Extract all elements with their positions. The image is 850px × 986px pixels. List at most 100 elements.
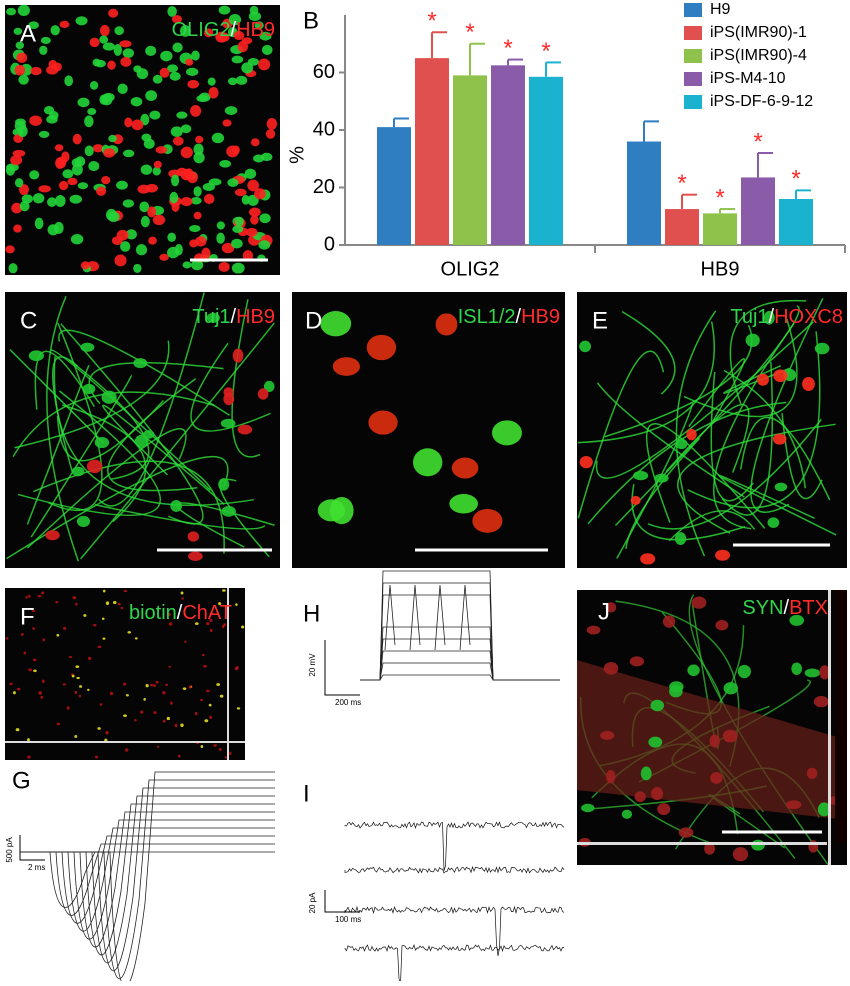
legend-swatch bbox=[684, 49, 702, 63]
cell bbox=[449, 493, 478, 514]
cell bbox=[94, 437, 110, 449]
cell bbox=[168, 622, 173, 626]
cell bbox=[127, 631, 132, 634]
cell bbox=[32, 193, 45, 204]
cell bbox=[189, 225, 201, 233]
cell bbox=[219, 159, 232, 168]
cell bbox=[605, 769, 616, 784]
cell bbox=[17, 4, 30, 17]
cell bbox=[722, 729, 738, 743]
cell bbox=[143, 138, 155, 149]
cell bbox=[122, 199, 134, 208]
cell bbox=[200, 744, 204, 749]
significance-marker: * bbox=[677, 170, 686, 197]
cell bbox=[38, 185, 51, 193]
cell bbox=[64, 75, 74, 87]
cell bbox=[31, 609, 36, 613]
cell bbox=[772, 433, 787, 445]
cell bbox=[235, 603, 238, 607]
scale-label: 20 pA bbox=[308, 892, 317, 914]
cell bbox=[149, 110, 161, 120]
cell bbox=[13, 27, 23, 35]
cell bbox=[234, 216, 244, 227]
cell bbox=[218, 478, 230, 491]
cell bbox=[140, 710, 144, 714]
cell bbox=[97, 727, 101, 730]
cell bbox=[37, 595, 42, 598]
legend-label: iPS(IMR90)-1 bbox=[710, 24, 807, 41]
cell bbox=[62, 683, 67, 686]
neurite bbox=[17, 390, 161, 517]
trace bbox=[20, 803, 275, 956]
cell bbox=[125, 229, 137, 240]
cell bbox=[152, 166, 161, 176]
trace bbox=[20, 779, 275, 980]
cell bbox=[84, 145, 94, 157]
cell bbox=[650, 699, 665, 712]
neurite bbox=[50, 349, 211, 491]
cell bbox=[102, 637, 106, 640]
strip bbox=[577, 842, 827, 845]
cell bbox=[116, 180, 128, 190]
cell bbox=[148, 236, 157, 245]
cell bbox=[259, 31, 272, 41]
cell bbox=[209, 628, 213, 633]
cell bbox=[662, 615, 676, 628]
neurite bbox=[668, 510, 756, 542]
cell bbox=[177, 754, 181, 758]
cell bbox=[435, 313, 458, 336]
cell bbox=[69, 194, 82, 204]
stain-part: BTX bbox=[789, 597, 828, 619]
cell bbox=[140, 215, 150, 228]
cell bbox=[221, 242, 235, 254]
trace bbox=[344, 943, 565, 984]
cell bbox=[629, 656, 645, 667]
cell bbox=[46, 115, 58, 124]
stain-part: / bbox=[177, 602, 183, 624]
panel-letter: E bbox=[592, 307, 608, 334]
y-tick-label: 0 bbox=[324, 233, 335, 255]
cell bbox=[210, 612, 214, 615]
significance-marker: * bbox=[427, 8, 436, 35]
cell bbox=[241, 625, 245, 629]
stain-part: biotin bbox=[129, 602, 177, 624]
cell bbox=[266, 118, 278, 130]
micrograph bbox=[5, 588, 245, 760]
stain-part: SYN bbox=[742, 597, 783, 619]
cell bbox=[789, 614, 805, 626]
stain-label: OLIG2/HB9 bbox=[172, 19, 275, 41]
cell bbox=[791, 662, 802, 676]
cell bbox=[55, 601, 59, 604]
cell bbox=[190, 197, 202, 205]
neurite bbox=[190, 342, 271, 432]
cell bbox=[94, 755, 99, 759]
stain-part: / bbox=[516, 306, 522, 328]
panel-letter: B bbox=[303, 7, 319, 34]
cell bbox=[107, 60, 116, 70]
cell bbox=[218, 261, 230, 272]
bar bbox=[415, 58, 449, 245]
cell bbox=[209, 618, 213, 622]
cell bbox=[152, 74, 163, 84]
trace bbox=[360, 570, 560, 681]
bar bbox=[779, 199, 813, 245]
cell bbox=[181, 597, 184, 600]
trace bbox=[344, 865, 565, 874]
cell bbox=[209, 715, 213, 720]
cell bbox=[732, 847, 749, 862]
neurite bbox=[26, 365, 90, 525]
cell bbox=[101, 176, 111, 185]
spike bbox=[409, 584, 421, 651]
cell bbox=[205, 689, 210, 693]
cell bbox=[170, 174, 180, 187]
cell bbox=[32, 658, 37, 662]
legend-label: iPS-M4-10 bbox=[710, 70, 786, 87]
cell bbox=[171, 15, 182, 24]
cell bbox=[191, 259, 204, 271]
cell bbox=[41, 591, 45, 595]
cell bbox=[224, 106, 238, 115]
cell bbox=[159, 253, 169, 261]
cell bbox=[123, 714, 127, 717]
cell bbox=[817, 802, 831, 817]
cell bbox=[167, 246, 180, 259]
